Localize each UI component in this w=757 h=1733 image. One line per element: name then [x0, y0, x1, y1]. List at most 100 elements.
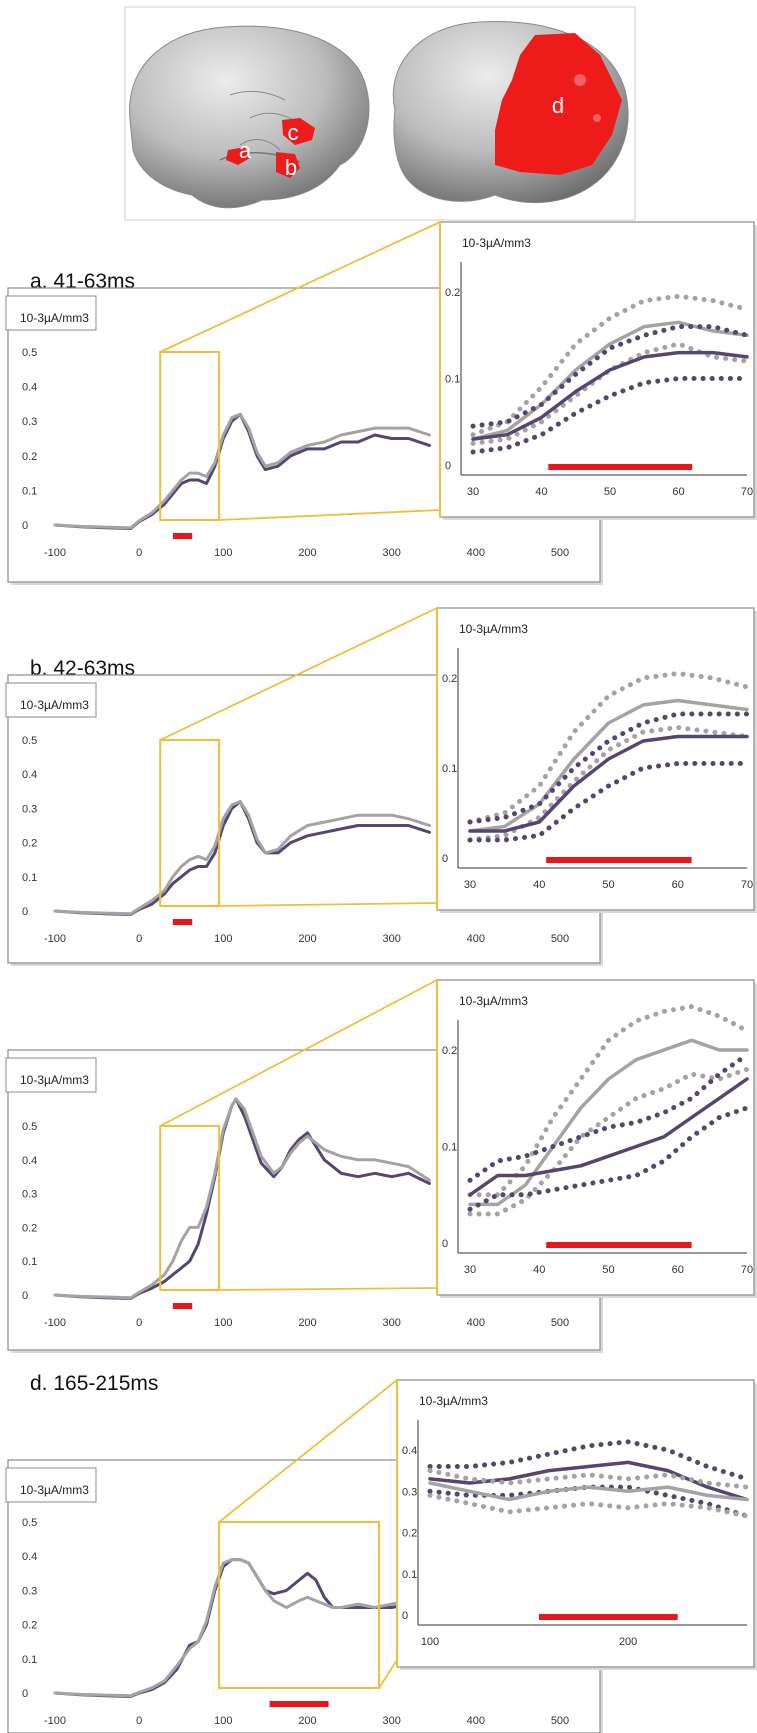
- unit-label: 10-3µA/mm3: [20, 1483, 89, 1497]
- left-brain-view: c a b: [129, 25, 370, 209]
- inset-x-tick-label: 200: [619, 1636, 637, 1648]
- y-tick-label: 0.3: [22, 416, 37, 428]
- panel-2: b. 42-63ms 10-3µA/mm3 0.5 0.4 0.3 0.2 0.1 0 -100…: [5, 607, 757, 966]
- inset-x-tick-label: 30: [467, 486, 479, 498]
- inset-series-purple-solid: [471, 350, 749, 441]
- zoom-connector-bottom: [219, 902, 438, 907]
- inset-y-tick-label: 0: [442, 1238, 448, 1250]
- inset-series-gray-dot: [427, 1468, 750, 1490]
- inset-y-tick-label: 0.2: [442, 673, 457, 685]
- y-tick-label: 0.4: [22, 1155, 37, 1167]
- y-tick-label: 0.3: [22, 1189, 37, 1201]
- y-tick-label: 0.2: [22, 1222, 37, 1234]
- y-tick-label: 0.2: [22, 451, 37, 463]
- region-b: [276, 152, 300, 178]
- inset-series-purple-dot: [467, 711, 750, 825]
- y-tick-label: 0.5: [22, 735, 37, 747]
- y-tick-label: 0.1: [22, 872, 37, 884]
- inset-x-tick-label: 60: [672, 879, 684, 891]
- inset-x-tick-label: 40: [535, 486, 547, 498]
- main-series-gray: [53, 412, 431, 530]
- main-series-gray: [53, 1097, 431, 1300]
- x-tick-label: 400: [467, 1317, 485, 1329]
- unit-label: 10-3µA/mm3: [459, 994, 528, 1008]
- panel-4: d. 165-215ms 10-3µA/mm3 0.5 0.4 0.3 0.2 0.1 0 -1…: [5, 1372, 757, 1733]
- inset-significance-bar: [546, 857, 692, 863]
- unit-label: 10-3µA/mm3: [462, 236, 531, 250]
- zoom-rectangle: [159, 739, 221, 907]
- unit-label: 10-3µA/mm3: [20, 311, 89, 325]
- main-significance-bar: [269, 1701, 329, 1707]
- main-significance-bar: [172, 533, 193, 539]
- zoom-rectangle: [159, 1125, 221, 1291]
- y-tick-label: 0.3: [22, 1585, 37, 1597]
- x-tick-label: 300: [382, 1317, 400, 1329]
- brain-label-c: c: [288, 120, 299, 145]
- zoom-connector-bottom: [219, 509, 441, 521]
- inset-y-tick-label: 0.2: [402, 1528, 417, 1540]
- inset-x-tick-label: 30: [464, 1264, 476, 1276]
- x-tick-label: 100: [214, 1715, 232, 1727]
- y-tick-label: 0: [22, 1688, 28, 1700]
- inset-y-tick-label: 0: [442, 853, 448, 865]
- inset-x-tick-label: 40: [533, 1264, 545, 1276]
- inset-y-tick-label: 0.1: [402, 1569, 417, 1581]
- zoom-rectangle: [218, 1521, 381, 1689]
- x-tick-label: 400: [467, 547, 485, 559]
- y-tick-label: 0.2: [22, 1620, 37, 1632]
- x-tick-label: 300: [382, 547, 400, 559]
- x-tick-label: -100: [44, 1715, 66, 1727]
- unit-tab: [5, 1057, 97, 1093]
- main-series-gray: [53, 800, 431, 916]
- chart-panels: a. 41-63ms 10-3µA/mm3 0.5 0.4 0.3 0.2 0.1 0 -100…: [5, 221, 757, 1733]
- inset-y-tick-label: 0.1: [442, 1142, 457, 1154]
- x-tick-label: 400: [467, 1715, 485, 1727]
- x-tick-label: 300: [382, 933, 400, 945]
- zoom-connector-top: [159, 607, 438, 741]
- x-tick-label: 100: [214, 1317, 232, 1329]
- inset-series-purple-dot: [467, 1052, 750, 1183]
- panel-title: b. 42-63ms: [30, 657, 135, 680]
- right-brain-view: d: [392, 21, 629, 204]
- inset-x-tick-label: 50: [602, 879, 614, 891]
- unit-label: 10-3µA/mm3: [20, 1073, 89, 1087]
- panel-title: a. 41-63ms: [30, 270, 135, 293]
- y-tick-label: 0.4: [22, 382, 37, 394]
- inset-y-tick-label: 0.2: [445, 287, 460, 299]
- brain-figure: c a b d: [124, 6, 636, 221]
- inset-x-tick-label: 70: [741, 1264, 753, 1276]
- inset-series-gray-dot: [467, 1066, 750, 1217]
- x-tick-label: -100: [44, 547, 66, 559]
- inset-series-purple-solid: [468, 1077, 749, 1197]
- unit-tab: [5, 1467, 97, 1503]
- inset-x-tick-label: 60: [672, 486, 684, 498]
- unit-label: 10-3µA/mm3: [419, 1394, 488, 1408]
- region-d: [495, 33, 622, 175]
- y-tick-label: 0.2: [22, 838, 37, 850]
- region-a: [226, 147, 250, 165]
- x-tick-label: 200: [298, 1715, 316, 1727]
- panel-title: d. 165-215ms: [30, 1372, 158, 1395]
- y-tick-label: 0: [22, 520, 28, 532]
- y-tick-label: 0.1: [22, 485, 37, 497]
- panel-1: a. 41-63ms 10-3µA/mm3 0.5 0.4 0.3 0.2 0.1 0 -100…: [5, 221, 757, 585]
- inset-series-purple-dot: [470, 324, 750, 429]
- y-tick-label: 0.1: [22, 1654, 37, 1666]
- x-tick-label: -100: [44, 1317, 66, 1329]
- zoom-connector-top: [218, 1379, 398, 1523]
- brain-label-b: b: [285, 155, 297, 180]
- inset-x-tick-label: 60: [672, 1264, 684, 1276]
- inset-y-tick-label: 0.3: [402, 1486, 417, 1498]
- inset-significance-bar: [538, 1614, 678, 1620]
- inset-x-tick-label: 40: [533, 879, 545, 891]
- zoom-connector-bottom: [219, 1287, 438, 1291]
- inset-series-gray-dot: [427, 1492, 750, 1519]
- main-significance-bar: [172, 1303, 193, 1309]
- zoom-connector-bottom: [378, 1659, 398, 1689]
- x-tick-label: 0: [136, 1715, 142, 1727]
- unit-label: 10-3µA/mm3: [20, 698, 89, 712]
- x-tick-label: 0: [136, 547, 142, 559]
- x-tick-label: 400: [467, 933, 485, 945]
- inset-series-purple-dot: [427, 1439, 750, 1482]
- unit-tab: [5, 682, 97, 718]
